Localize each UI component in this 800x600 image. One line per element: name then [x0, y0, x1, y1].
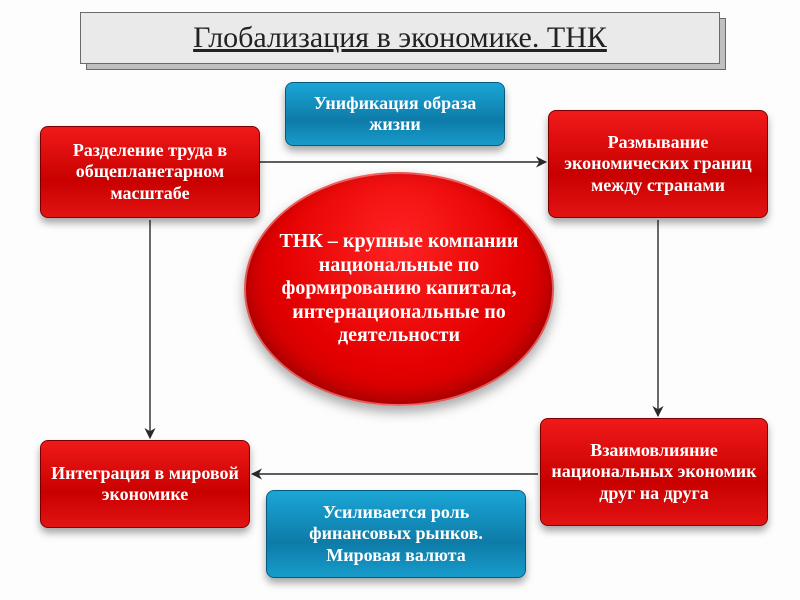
node-bottom-right: Взаимовлияние национальных экономик друг…: [540, 418, 768, 526]
node-top-left: Разделение труда в общепланетарном масшт…: [40, 126, 260, 218]
page-title: Глобализация в экономике. ТНК: [80, 12, 720, 64]
node-bottom-blue: Усиливается роль финансовых рынков. Миро…: [266, 490, 526, 578]
node-bottom-left: Интеграция в мировой экономике: [40, 440, 250, 528]
node-top-blue: Унификация образа жизни: [285, 82, 505, 146]
node-center-ellipse: ТНК – крупные компании национальные по ф…: [244, 172, 554, 406]
node-top-right: Размывание экономических границ между ст…: [548, 110, 768, 218]
title-banner: Глобализация в экономике. ТНК: [80, 12, 720, 64]
